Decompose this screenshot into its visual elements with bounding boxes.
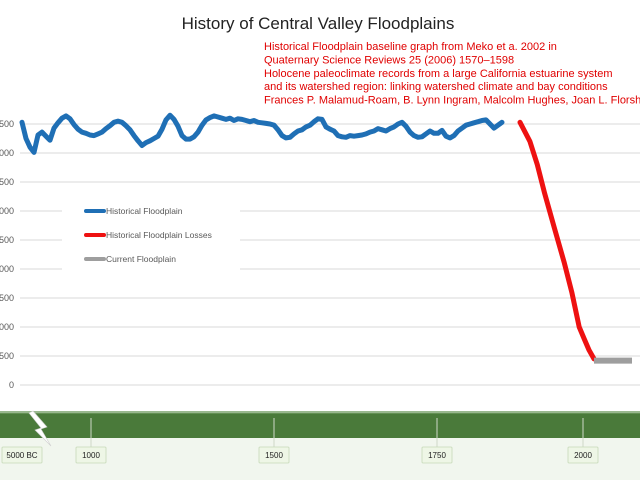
era-label-box [1,446,43,464]
y-tick-label: 4500 [0,119,14,129]
y-tick-label: 0 [9,380,14,390]
annotation-line: and its watershed region: linking waters… [264,81,608,93]
y-tick-label: 1500 [0,293,14,303]
era-label-box [75,446,107,464]
legend-label: Current Floodplain [106,254,176,264]
annotation-line: Quaternary Science Reviews 25 (2006) 157… [264,54,514,66]
era-label: 2000 [574,451,592,460]
y-tick-label: 2500 [0,235,14,245]
legend-label: Historical Floodplain [106,206,183,216]
era-label: 1000 [82,451,100,460]
timeline-band-fill [0,413,640,438]
y-axis-ticks: 0 500 1000 1500 2000 2500 3000 3500 4000 4500 [0,119,14,390]
timeline-band-highlight [0,411,640,414]
chart-title: History of Central Valley Floodplains [182,14,455,33]
y-tick-label: 4000 [0,148,14,158]
y-tick-label: 3500 [0,177,14,187]
era-label: 1750 [428,451,446,460]
annotation-line: Frances P. Malamud-Roam, B. Lynn Ingram,… [264,95,640,107]
y-tick-label: 2000 [0,264,14,274]
legend-label: Historical Floodplain Losses [106,230,212,240]
era-label-box [421,446,453,464]
timeline-band: 5000 BC 1000 1500 1750 2000 [0,410,640,480]
timeline-band-reflection [0,438,640,480]
era-label: 1500 [265,451,283,460]
era-label-box [567,446,599,464]
era-label-box [258,446,290,464]
annotation-line: Historical Floodplain baseline graph fro… [264,41,557,53]
y-tick-label: 3000 [0,206,14,216]
series-layer [19,112,632,364]
legend: Historical Floodplain Historical Floodpla… [62,197,240,277]
series-floodplain-losses [517,119,597,362]
lightning-bolt-icon [28,410,52,447]
annotation-line: Holocene paleoclimate records from a lar… [264,68,613,80]
series-historical-floodplain [19,112,505,155]
source-annotation: Historical Floodplain baseline graph fro… [264,41,640,107]
era-label: 5000 BC [6,451,37,460]
y-tick-label: 1000 [0,322,14,332]
y-tick-label: 500 [0,351,14,361]
